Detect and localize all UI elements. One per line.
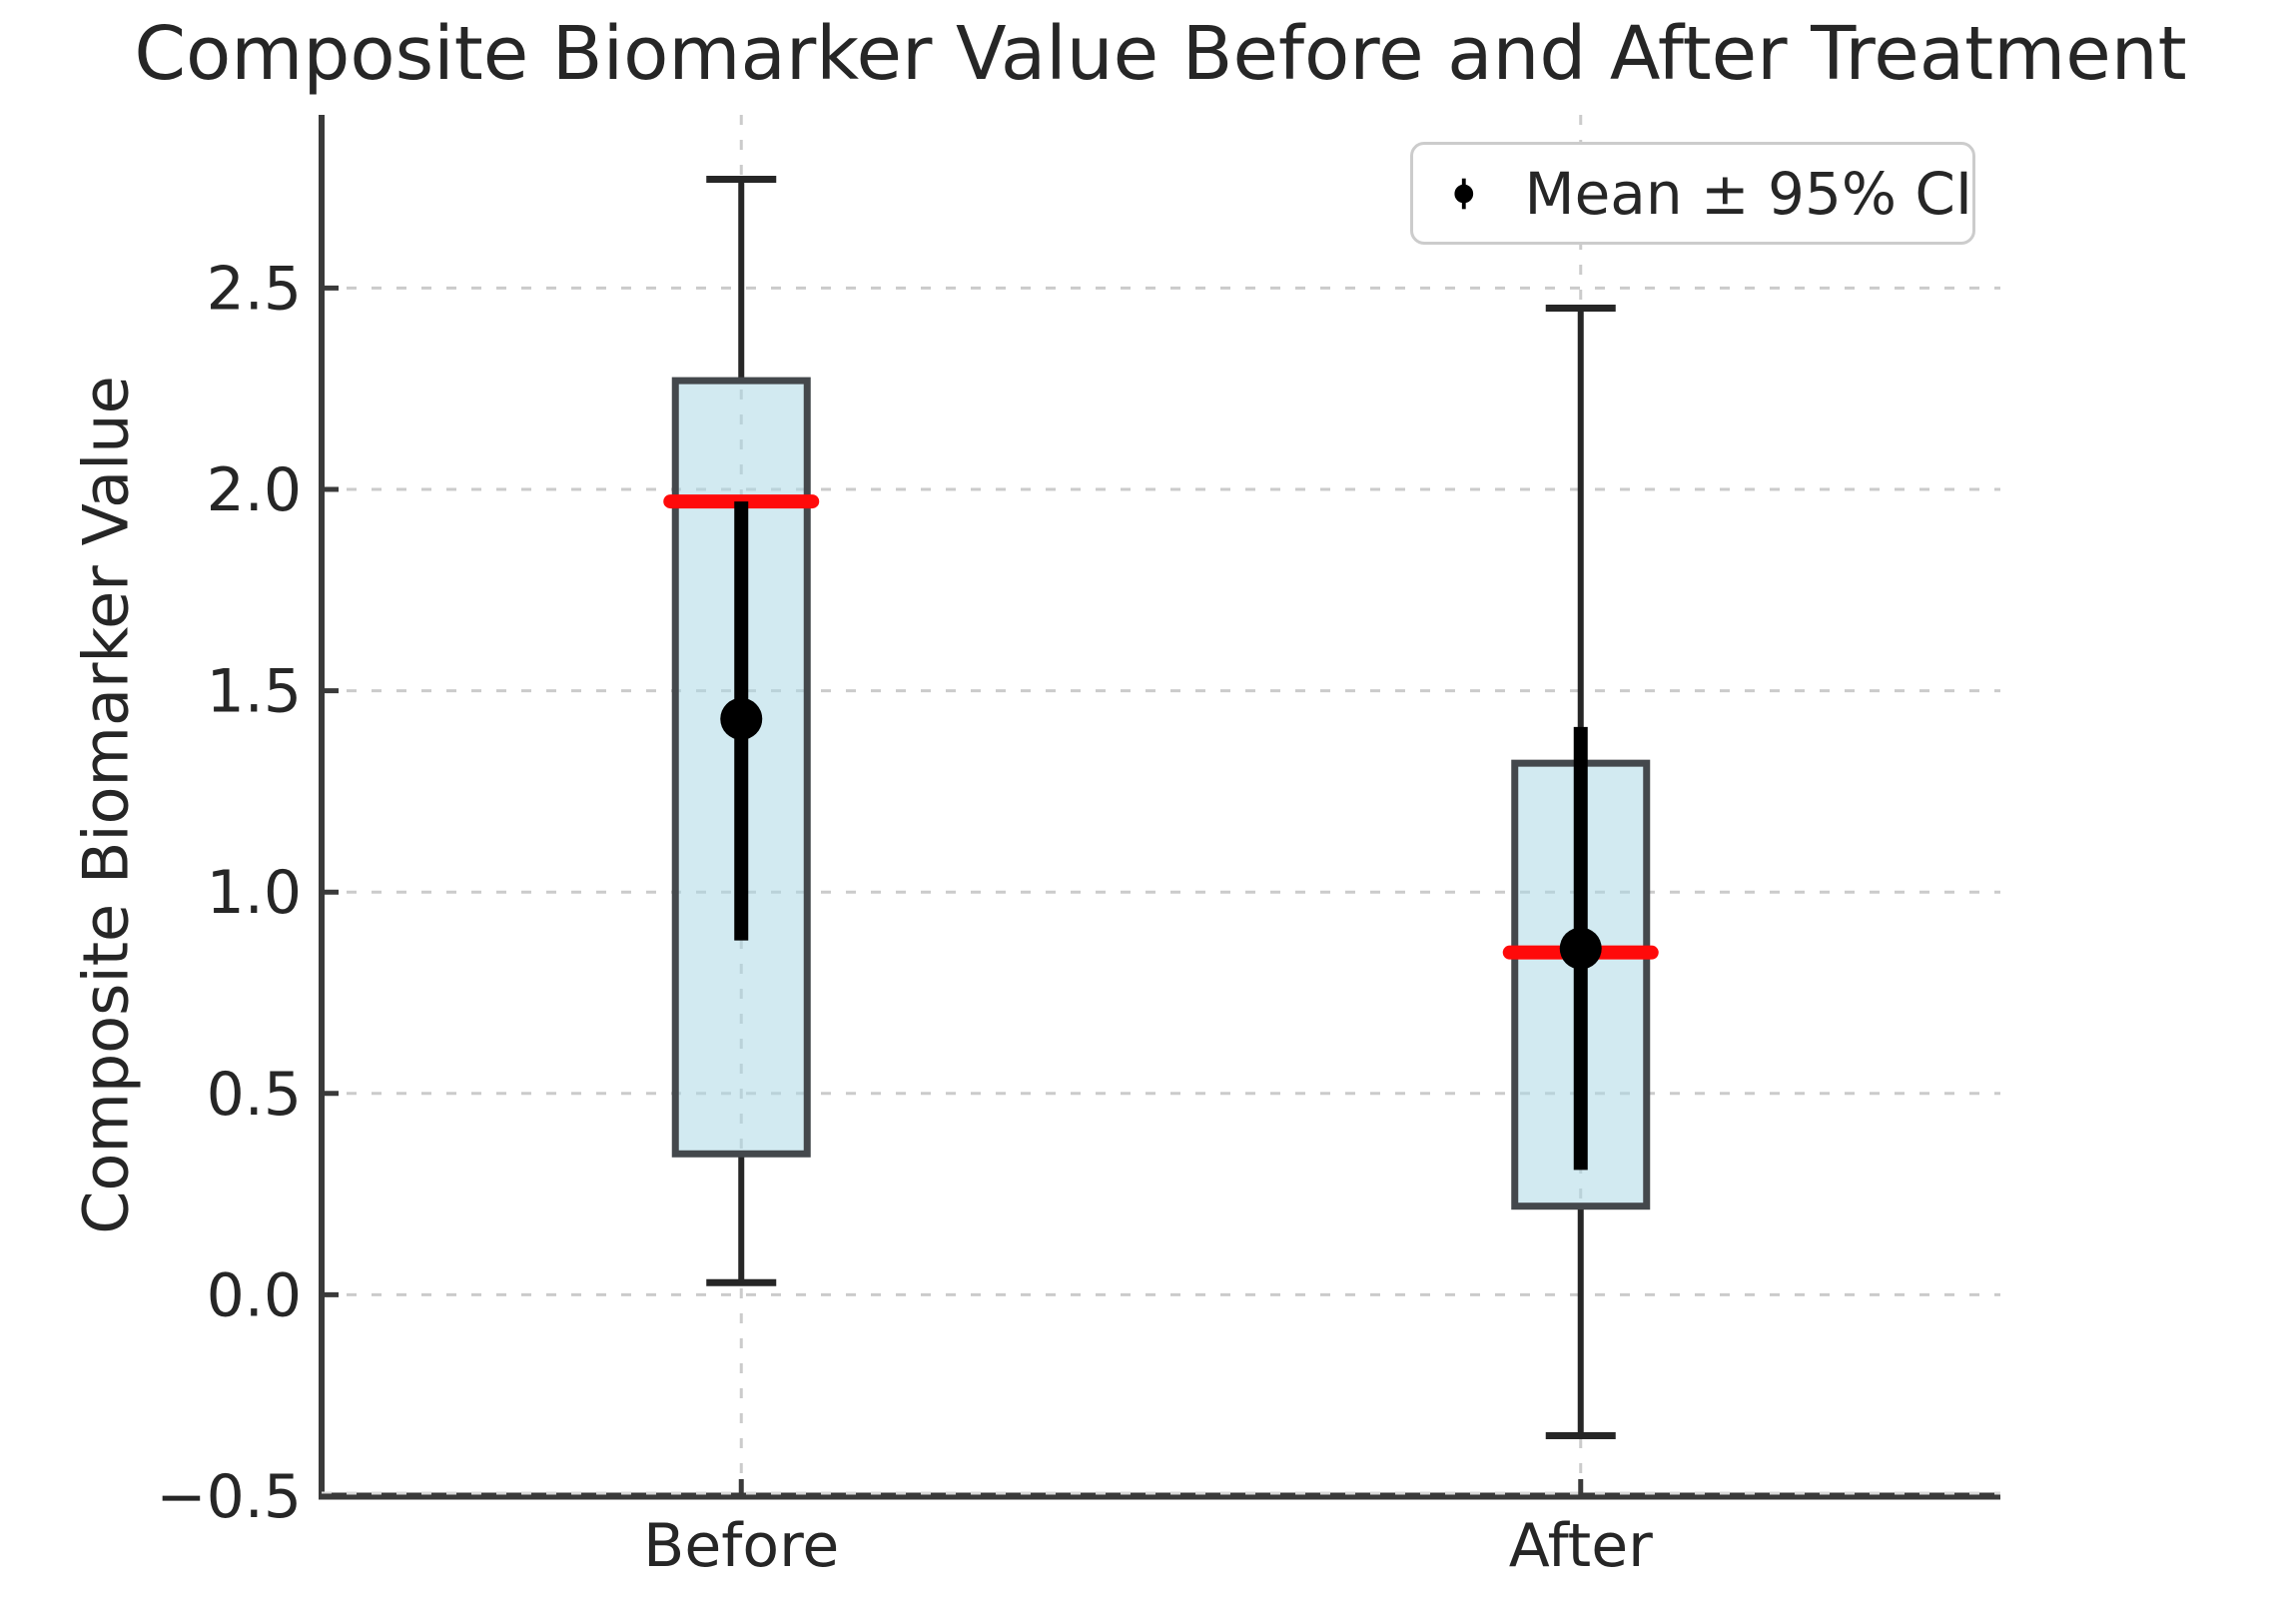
ytick-label-1.5: 1.5 — [207, 657, 302, 727]
ytick-label-1: 1.0 — [207, 858, 302, 928]
ytick-label-2.5: 2.5 — [207, 254, 302, 324]
ytick-label-0: 0.0 — [207, 1260, 302, 1330]
chart-title: Composite Biomarker Value Before and Aft… — [134, 11, 2187, 97]
ytick-label-2: 2.0 — [207, 455, 302, 525]
ytick-label--0.5: −0.5 — [156, 1462, 302, 1532]
xtick-label-Before: Before — [643, 1511, 839, 1581]
xtick-label-After: After — [1509, 1511, 1653, 1581]
mean-dot-After — [1559, 927, 1602, 970]
mean-dot-Before — [720, 697, 763, 740]
ytick-label-0.5: 0.5 — [207, 1060, 302, 1130]
legend: Mean ± 95% CI — [1410, 142, 1975, 245]
legend-label: Mean ± 95% CI — [1524, 159, 1972, 228]
mean-ci-legend-marker-icon — [1454, 178, 1474, 209]
